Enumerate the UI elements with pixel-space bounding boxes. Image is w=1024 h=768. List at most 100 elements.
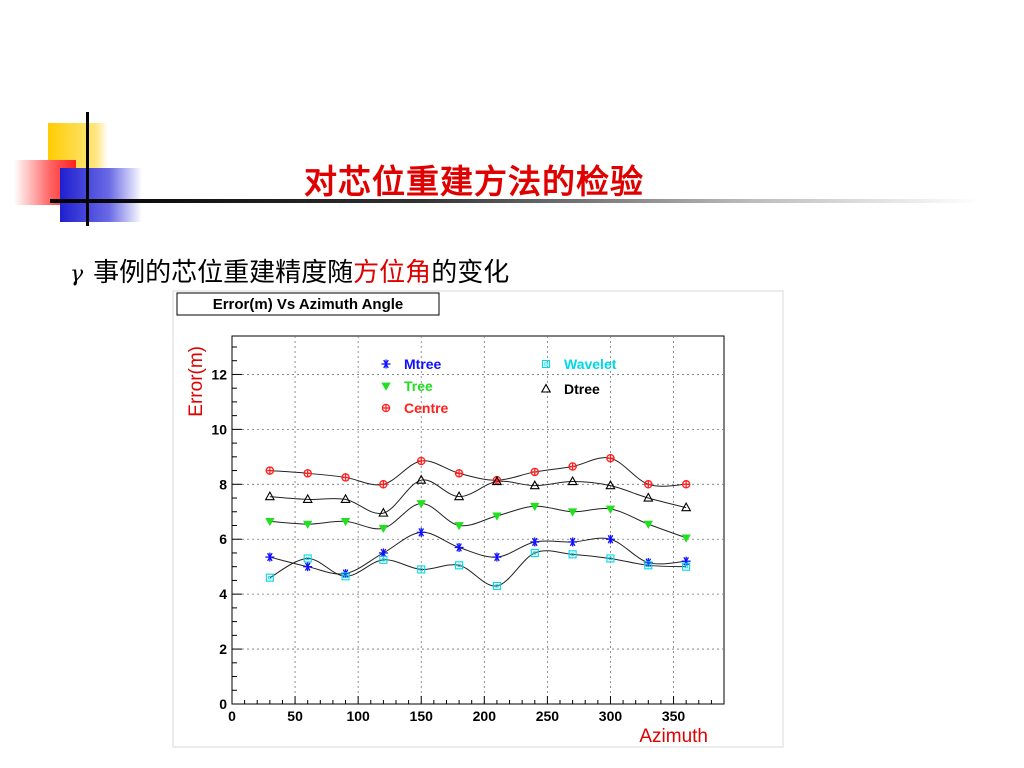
y-tick-label: 8: [219, 476, 227, 492]
legend-marker-wavelet: [541, 359, 551, 369]
legend-marker-dtree: [540, 383, 552, 393]
x-tick-label: 250: [536, 708, 560, 724]
data-point-mtree: [568, 537, 578, 547]
x-tick-label: 200: [473, 708, 497, 724]
legend-label-centre: Centre: [404, 400, 449, 416]
data-point-tree: [605, 505, 616, 514]
y-tick-label: 2: [219, 641, 227, 657]
x-tick-label: 150: [410, 708, 434, 724]
data-point-tree: [303, 520, 313, 529]
data-point-mtree: [303, 562, 313, 572]
x-tick-label: 50: [287, 708, 303, 724]
y-tick-label: 10: [211, 421, 227, 437]
data-point-dtree: [567, 475, 578, 486]
data-point-wavelet: [265, 573, 274, 582]
x-tick-label: 100: [346, 708, 370, 724]
data-point-dtree: [529, 480, 540, 490]
data-point-mtree: [681, 556, 691, 566]
legend-marker-mtree: [381, 359, 391, 369]
chart-title: Error(m) Vs Azimuth Angle: [213, 296, 404, 313]
chart-canvas-border: [172, 290, 784, 748]
data-point-mtree: [378, 548, 388, 558]
y-tick-label: 4: [219, 586, 227, 602]
bullet-gamma-symbol: γ: [70, 262, 84, 287]
data-point-centre: [416, 456, 426, 466]
data-point-dtree: [416, 474, 427, 484]
data-point-centre: [341, 473, 350, 482]
data-point-dtree: [643, 492, 654, 502]
data-point-wavelet: [492, 581, 501, 590]
data-point-centre: [681, 480, 691, 489]
title-decoration-blue-square: [60, 168, 142, 222]
data-point-wavelet: [682, 562, 691, 571]
data-point-dtree: [378, 507, 389, 517]
bullet-text-after: 的变化: [431, 258, 510, 288]
data-point-centre: [379, 480, 388, 489]
data-point-centre: [530, 467, 540, 477]
data-point-centre: [303, 469, 312, 478]
data-point-dtree: [453, 491, 465, 501]
data-point-mtree: [530, 537, 540, 547]
data-point-centre: [606, 453, 615, 463]
data-point-dtree: [605, 480, 616, 490]
data-point-tree: [340, 517, 351, 527]
y-tick-label: 0: [219, 696, 227, 712]
data-point-dtree: [264, 491, 275, 501]
data-point-tree: [567, 508, 578, 517]
x-tick-label: 350: [662, 708, 686, 724]
data-point-dtree: [340, 493, 351, 503]
data-point-mtree: [454, 542, 464, 552]
data-point-wavelet: [568, 550, 577, 559]
legend-marker-tree: [381, 382, 391, 391]
chart-container: Error(m) Vs Azimuth Angle 0 50 100 150 200 250…: [172, 290, 784, 748]
slide-title: 对芯位重建方法的检验: [304, 162, 644, 201]
x-tick-label: 300: [599, 708, 623, 724]
y-axis-title: Error(m): [186, 346, 207, 417]
title-underline: [50, 199, 980, 203]
legend-label-wavelet: Wavelet: [564, 356, 617, 372]
x-axis-title: Azimuth: [639, 726, 708, 747]
data-point-wavelet: [530, 548, 539, 558]
data-point-mtree: [492, 552, 502, 562]
data-point-tree: [681, 534, 691, 543]
data-point-tree: [378, 524, 389, 534]
data-point-mtree: [416, 527, 426, 537]
x-tick-label: 0: [228, 708, 236, 724]
data-point-centre: [644, 480, 653, 489]
data-point-wavelet: [417, 565, 426, 574]
data-point-tree: [530, 502, 540, 512]
data-point-tree: [454, 522, 464, 531]
legend-label-mtree: Mtree: [404, 356, 442, 372]
data-point-wavelet: [341, 572, 350, 581]
data-point-dtree: [302, 493, 313, 503]
data-point-centre: [454, 469, 464, 478]
data-point-wavelet: [379, 555, 388, 564]
data-point-tree: [265, 517, 275, 527]
plot-frame: [231, 335, 725, 705]
title-decoration-vertical-line: [86, 112, 89, 226]
bullet-line: γ 事例的芯位重建精度随方位角的变化: [70, 252, 509, 289]
legend-label-dtree: Dtree: [564, 381, 600, 397]
data-point-tree: [416, 500, 426, 509]
bullet-text-before: 事例的芯位重建精度随: [93, 258, 354, 288]
chart-title-box: [176, 292, 440, 316]
data-point-mtree: [265, 552, 275, 562]
data-point-dtree: [491, 475, 503, 486]
data-point-wavelet: [606, 554, 615, 563]
data-point-dtree: [681, 502, 692, 512]
legend-label-tree: Tree: [404, 378, 433, 394]
data-point-mtree: [605, 534, 615, 544]
y-tick-label: 6: [219, 531, 227, 547]
series-curve-tree: [269, 503, 687, 539]
data-point-wavelet: [644, 561, 653, 570]
data-point-centre: [568, 462, 577, 471]
data-point-tree: [643, 520, 653, 529]
data-point-tree: [492, 512, 502, 521]
legend-marker-centre: [381, 403, 391, 413]
data-point-wavelet: [455, 561, 464, 570]
data-point-centre: [265, 466, 275, 475]
data-point-wavelet: [303, 554, 312, 563]
y-tick-label: 12: [211, 366, 227, 382]
bullet-text-highlight: 方位角: [353, 258, 432, 288]
